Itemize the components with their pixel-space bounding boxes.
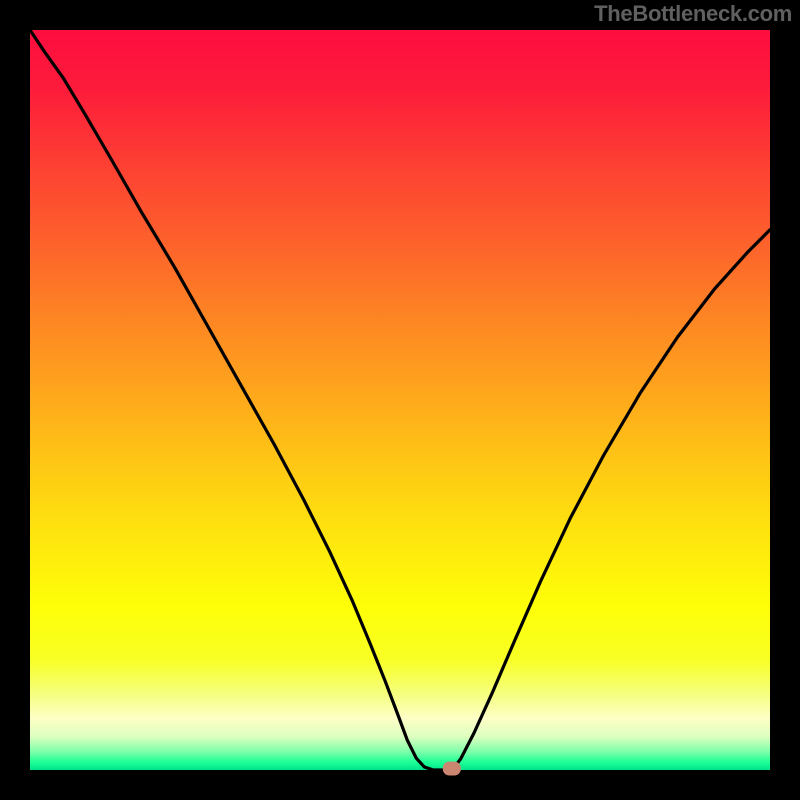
- watermark-text: TheBottleneck.com: [594, 1, 792, 27]
- optimum-marker: [443, 762, 460, 775]
- bottleneck-chart: [0, 0, 800, 800]
- plot-background: [30, 30, 770, 770]
